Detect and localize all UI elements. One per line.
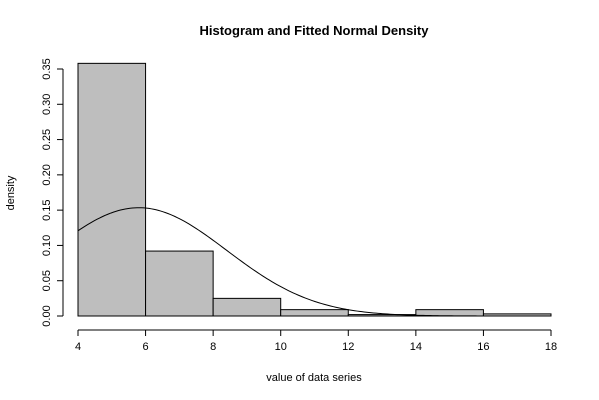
x-tick-label: 4	[75, 341, 81, 353]
y-tick-label: 0.20	[41, 164, 53, 185]
histogram-bar-3	[212, 297, 282, 317]
x-tick-label: 16	[477, 341, 489, 353]
histogram-bar-2	[145, 250, 214, 317]
bars-layer	[77, 62, 552, 317]
histogram-bar-1	[77, 62, 147, 317]
y-tick-label: 0.05	[41, 270, 53, 291]
x-tick-label: 8	[210, 341, 216, 353]
y-tick-label: 0.30	[41, 94, 53, 115]
x-axis: 4 6 8 10 12 14 16 18	[75, 329, 557, 353]
y-tick-label: 0.10	[41, 235, 53, 256]
y-axis: 0.00 0.05 0.10 0.15 0.20 0.25 0.30 0.35	[41, 58, 64, 327]
y-axis-label: density	[5, 175, 17, 210]
y-tick-label: 0.35	[41, 58, 53, 79]
x-tick-label: 12	[342, 341, 354, 353]
x-tick-label: 6	[143, 341, 149, 353]
x-tick-label: 14	[410, 341, 422, 353]
y-tick-label: 0.25	[41, 129, 53, 150]
x-axis-label: value of data series	[266, 372, 362, 384]
histogram-bar-4	[280, 309, 349, 317]
curve-layer	[77, 207, 551, 317]
chart-title: Histogram and Fitted Normal Density	[200, 23, 430, 38]
x-tick-label: 18	[545, 341, 557, 353]
y-tick-label: 0.15	[41, 199, 53, 220]
x-tick-label: 10	[275, 341, 287, 353]
y-tick-label: 0.00	[41, 305, 53, 326]
fitted-normal-curve	[77, 207, 551, 317]
